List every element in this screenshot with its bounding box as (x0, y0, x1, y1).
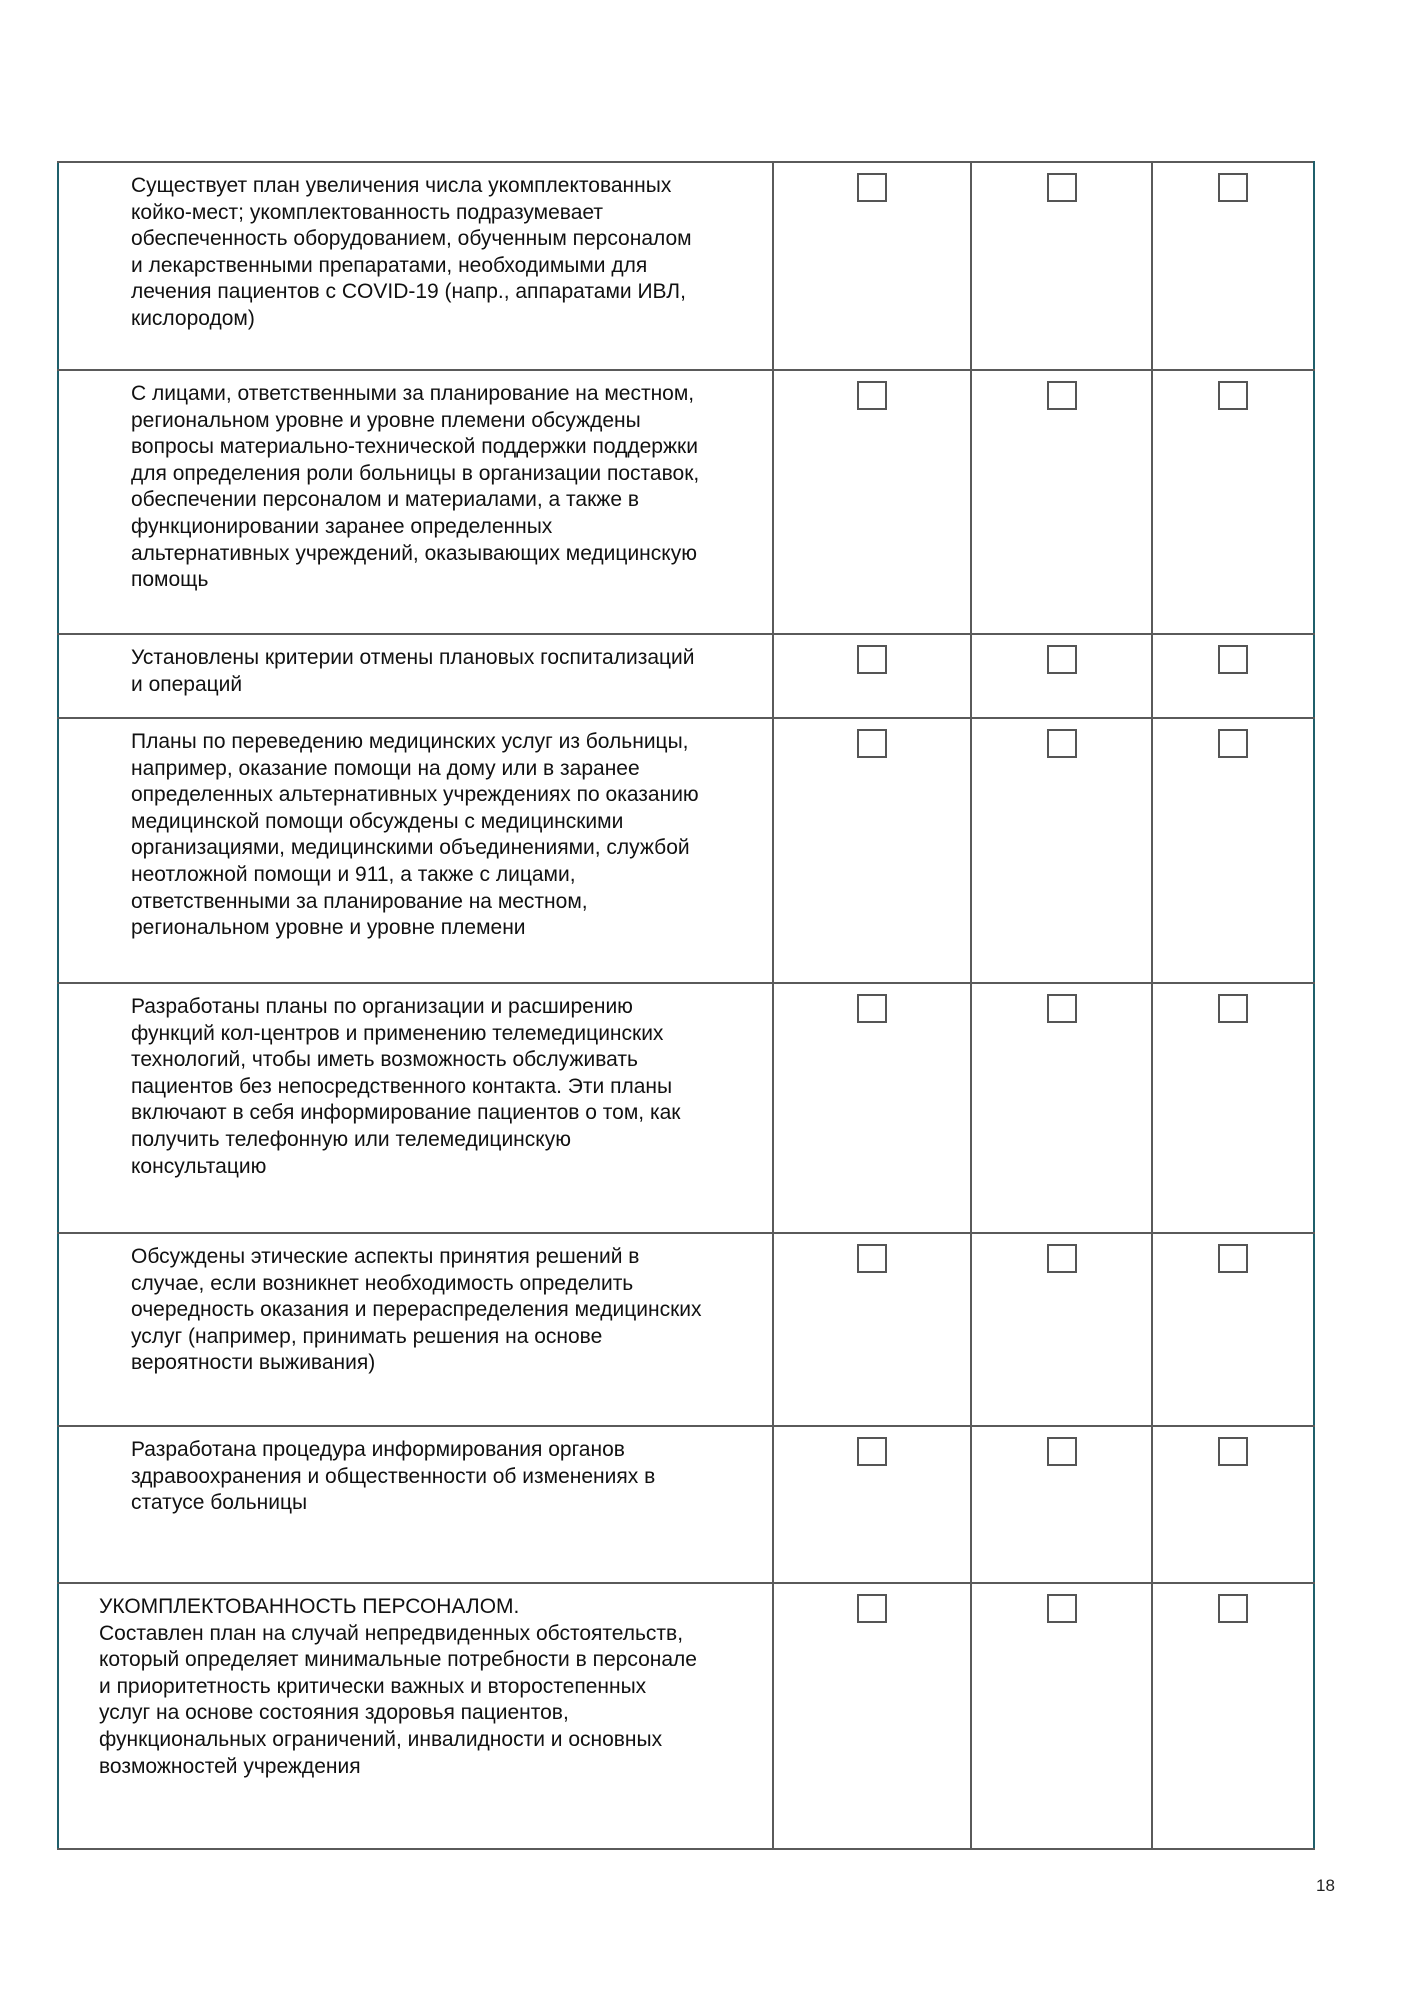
checkbox-cell (772, 161, 972, 371)
item-text-cell: С лицами, ответственными за планирование… (57, 369, 774, 635)
checkbox[interactable] (1218, 994, 1248, 1023)
checkbox-cell (970, 1232, 1153, 1427)
item-text-cell: УКОМПЛЕКТОВАННОСТЬ ПЕРСОНАЛОМ. Составлен … (57, 1582, 774, 1850)
item-text: Установлены критерии отмены плановых гос… (131, 646, 695, 696)
checkbox-cell (1151, 717, 1315, 984)
checkbox-cell (970, 717, 1153, 984)
item-text: Разработаны планы по организации и расши… (131, 995, 681, 1178)
checkbox-cell (1151, 982, 1315, 1234)
checkbox[interactable] (857, 1244, 887, 1273)
checklist-row: С лицами, ответственными за планирование… (57, 369, 1315, 635)
checkbox-cell (970, 369, 1153, 635)
checklist-row: УКОМПЛЕКТОВАННОСТЬ ПЕРСОНАЛОМ. Составлен … (57, 1582, 1315, 1850)
checkbox[interactable] (1218, 173, 1248, 202)
checkbox[interactable] (857, 994, 887, 1023)
checkbox-cell (970, 633, 1153, 719)
item-text-cell: Разработаны планы по организации и расши… (57, 982, 774, 1234)
item-text-cell: Установлены критерии отмены плановых гос… (57, 633, 774, 719)
checkbox-cell (1151, 369, 1315, 635)
checkbox-cell (970, 1425, 1153, 1584)
checklist-row: Обсуждены этические аспекты принятия реш… (57, 1232, 1315, 1427)
item-text: Планы по переведению медицинских услуг и… (131, 730, 699, 940)
checklist-row: Установлены критерии отмены плановых гос… (57, 633, 1315, 719)
item-text: Составлен план на случай непредвиденных … (99, 1621, 697, 1778)
checkbox-cell (772, 717, 972, 984)
checkbox[interactable] (1218, 729, 1248, 758)
checkbox-cell (1151, 1232, 1315, 1427)
checkbox[interactable] (1218, 645, 1248, 674)
checkbox-cell (970, 1582, 1153, 1850)
checkbox-cell (1151, 1425, 1315, 1584)
checklist-row: Планы по переведению медицинских услуг и… (57, 717, 1315, 984)
checkbox-cell (1151, 161, 1315, 371)
item-text: Разработана процедура информирования орг… (131, 1438, 656, 1515)
checkbox[interactable] (1218, 1594, 1248, 1623)
item-text-cell: Существует план увеличения числа укомпле… (57, 161, 774, 371)
checkbox-cell (970, 161, 1153, 371)
item-text-cell: Планы по переведению медицинских услуг и… (57, 717, 774, 984)
item-text-cell: Разработана процедура информирования орг… (57, 1425, 774, 1584)
item-text: Обсуждены этические аспекты принятия реш… (131, 1245, 702, 1375)
checklist-table: Существует план увеличения числа укомпле… (57, 161, 1315, 1850)
checkbox[interactable] (857, 729, 887, 758)
checkbox-cell (772, 1232, 972, 1427)
checklist-row: Существует план увеличения числа укомпле… (57, 161, 1315, 371)
checkbox-cell (1151, 1582, 1315, 1850)
checkbox[interactable] (857, 1437, 887, 1466)
checkbox[interactable] (1046, 1244, 1077, 1273)
checkbox-cell (772, 633, 972, 719)
checkbox-cell (970, 982, 1153, 1234)
checkbox-cell (772, 1582, 972, 1850)
item-text: С лицами, ответственными за планирование… (131, 382, 700, 592)
checkbox[interactable] (1218, 1244, 1248, 1273)
checkbox[interactable] (1046, 1437, 1077, 1466)
checkbox[interactable] (1046, 645, 1077, 674)
checkbox[interactable] (1046, 729, 1077, 758)
checkbox-cell (1151, 633, 1315, 719)
checkbox-cell (772, 982, 972, 1234)
section-heading: УКОМПЛЕКТОВАННОСТЬ ПЕРСОНАЛОМ. (99, 1595, 520, 1618)
checkbox-cell (772, 369, 972, 635)
item-text: Существует план увеличения числа укомпле… (131, 174, 692, 330)
checkbox[interactable] (1046, 173, 1077, 202)
page-number: 18 (1316, 1876, 1335, 1895)
checkbox-cell (772, 1425, 972, 1584)
checkbox[interactable] (1046, 1594, 1077, 1623)
checkbox[interactable] (857, 645, 887, 674)
item-text-cell: Обсуждены этические аспекты принятия реш… (57, 1232, 774, 1427)
checkbox[interactable] (1046, 994, 1077, 1023)
checkbox[interactable] (857, 173, 887, 202)
checklist-row: Разработаны планы по организации и расши… (57, 982, 1315, 1234)
checkbox[interactable] (857, 1594, 887, 1623)
checkbox[interactable] (857, 381, 887, 410)
checkbox[interactable] (1046, 381, 1077, 410)
checkbox[interactable] (1218, 1437, 1248, 1466)
checklist-row: Разработана процедура информирования орг… (57, 1425, 1315, 1584)
checkbox[interactable] (1218, 381, 1248, 410)
